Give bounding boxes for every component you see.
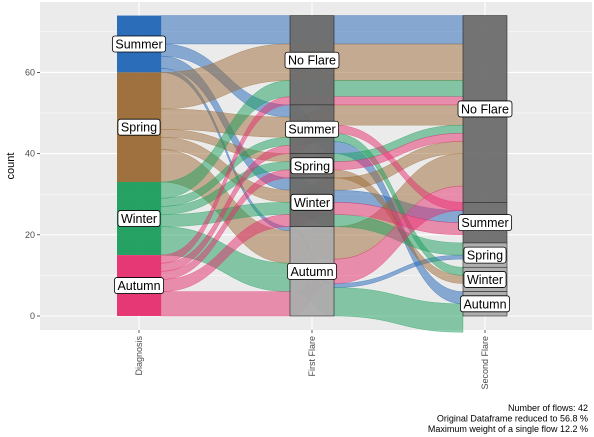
stratum-label-second-flare-winter: Winter: [463, 271, 507, 288]
flow-summer-no-flare-no-flare-stage2: [333, 15, 464, 45]
stratum-label-text: Spring: [121, 121, 157, 135]
stratum-label-text: Summer: [288, 123, 335, 137]
stratum-label-box: [117, 118, 161, 136]
stratum-label-second-flare-no-flare: No Flare: [457, 100, 513, 118]
y-tick-label: 20: [25, 230, 35, 240]
stratum-label-second-flare-spring: Spring: [463, 246, 507, 264]
stratum-label-box: [117, 210, 161, 227]
stratum-label-text: Autumn: [290, 265, 333, 279]
y-tick-label: 40: [25, 149, 35, 159]
flow-winter-no-flare-no-flare-stage2: [333, 80, 464, 98]
x-tick-label-first-flare: First Flare: [307, 336, 317, 377]
stratum-label-first-flare-summer: Summer: [284, 120, 340, 138]
stratum-label-text: Spring: [467, 249, 503, 263]
stratum-label-first-flare-spring: Spring: [290, 157, 334, 175]
flow-autumn-no-flare-no-flare-stage2: [333, 96, 464, 106]
stratum-label-box: [290, 157, 334, 175]
stratum-label-box: [111, 35, 167, 53]
stratum-label-text: Autumn: [463, 297, 506, 311]
stratum-label-diagnosis-winter: Winter: [117, 210, 161, 227]
stratum-label-box: [457, 100, 513, 118]
stratum-label-text: Winter: [467, 273, 503, 287]
stratum-label-text: Spring: [294, 159, 330, 173]
flow-spring-summer-no-flare-stage2: [333, 104, 464, 126]
y-tick-label: 60: [25, 67, 35, 77]
y-axis: 0 20 40 60 count: [5, 67, 40, 321]
y-tick-label: 0: [30, 311, 35, 321]
stratum-label-text: No Flare: [288, 54, 336, 68]
stratum-label-text: Winter: [294, 196, 330, 210]
stratum-label-text: No Flare: [461, 102, 509, 116]
stratum-label-diagnosis-autumn: Autumn: [114, 277, 164, 294]
flow-summer-no-flare-no-flare-stage1: [160, 15, 291, 45]
stratum-labels: Summer Spring Winter Autumn No Flare Summer Sp…: [111, 35, 513, 313]
x-tick-label-second-flare: Second Flare: [480, 336, 490, 390]
stratum-label-text: Winter: [121, 212, 157, 226]
stratum-label-text: Autumn: [117, 279, 160, 293]
stratum-label-box: [287, 262, 337, 280]
stratum-label-diagnosis-spring: Spring: [117, 118, 161, 136]
flow-winter-autumn-autumn-stage2: [333, 287, 464, 333]
stratum-label-text: Summer: [115, 37, 162, 51]
flow-autumn-autumn-no-flare-stage1: [160, 291, 291, 317]
stratum-label-first-flare-winter: Winter: [290, 193, 334, 211]
stratum-label-first-flare-no-flare: No Flare: [284, 51, 340, 69]
stratum-label-box: [457, 214, 513, 232]
stratum-label-box: [284, 51, 340, 69]
stratum-label-second-flare-summer: Summer: [457, 214, 513, 232]
caption-line: Original Dataframe reduced to 56.8 %: [437, 414, 588, 424]
caption-line: Number of flows: 42: [508, 403, 588, 413]
flow-spring-no-flare-no-flare-stage2: [333, 43, 464, 81]
caption-line: Maximum weight of a single flow 12.2 %: [428, 424, 588, 434]
stratum-label-box: [463, 246, 507, 264]
stratum-label-first-flare-autumn: Autumn: [287, 262, 337, 280]
x-axis: Diagnosis First Flare Second Flare: [134, 330, 490, 390]
stratum-label-text: Summer: [461, 216, 508, 230]
stratum-label-box: [463, 271, 507, 288]
stratum-label-diagnosis-summer: Summer: [111, 35, 167, 53]
stratum-label-box: [114, 277, 164, 294]
stratum-label-second-flare-autumn: Autumn: [460, 295, 510, 313]
stratum-label-box: [284, 120, 340, 138]
y-axis-title: count: [5, 153, 17, 180]
stratum-label-box: [460, 295, 510, 313]
x-tick-label-diagnosis: Diagnosis: [134, 336, 144, 376]
stratum-label-box: [290, 193, 334, 211]
